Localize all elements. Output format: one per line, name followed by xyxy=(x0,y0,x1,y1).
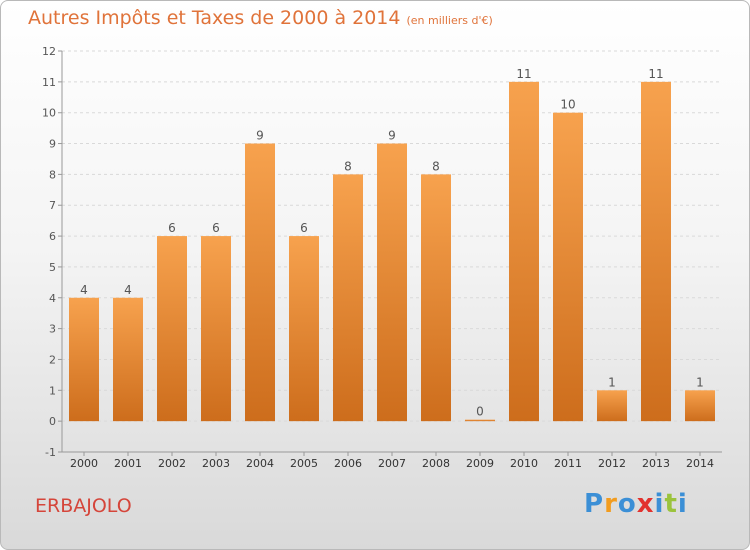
data-label: 1 xyxy=(696,375,704,389)
bar xyxy=(465,419,495,422)
y-tick-label: 11 xyxy=(42,76,56,89)
x-tick-label: 2000 xyxy=(70,457,98,470)
y-tick-label: 0 xyxy=(49,415,56,428)
bar xyxy=(421,174,451,422)
bar xyxy=(685,390,715,422)
data-label: 8 xyxy=(432,159,440,173)
bar xyxy=(201,236,231,422)
data-label: 0 xyxy=(476,405,484,419)
x-tick-label: 2005 xyxy=(290,457,318,470)
y-tick-label: 8 xyxy=(49,168,56,181)
y-tick-label: 6 xyxy=(49,230,56,243)
data-label: 10 xyxy=(560,98,575,112)
x-tick-label: 2012 xyxy=(598,457,626,470)
bar xyxy=(597,390,627,422)
data-label: 4 xyxy=(80,283,88,297)
data-label: 6 xyxy=(300,221,308,235)
x-tick-label: 2014 xyxy=(686,457,714,470)
bar xyxy=(509,81,539,422)
x-tick-label: 2007 xyxy=(378,457,406,470)
x-tick-label: 2001 xyxy=(114,457,142,470)
logo-letter: t xyxy=(664,489,678,519)
x-tick-label: 2011 xyxy=(554,457,582,470)
chart-title-block: Autres Impôts et Taxes de 2000 à 2014 (en… xyxy=(28,7,493,29)
data-label: 1 xyxy=(608,375,616,389)
bar xyxy=(289,236,319,422)
labels: -101234567891011124200042001620026200392… xyxy=(42,45,714,470)
logo-letter: x xyxy=(636,489,655,519)
logo-letter: r xyxy=(604,489,618,519)
y-tick-label: 12 xyxy=(42,45,56,58)
bar xyxy=(113,297,143,422)
bar xyxy=(333,174,363,422)
proxiti-logo[interactable]: Proxiti xyxy=(584,489,688,519)
data-label: 6 xyxy=(212,221,220,235)
x-tick-label: 2010 xyxy=(510,457,538,470)
x-tick-label: 2003 xyxy=(202,457,230,470)
bar xyxy=(553,112,583,422)
x-tick-label: 2006 xyxy=(334,457,362,470)
logo-letter: P xyxy=(584,489,605,519)
y-tick-label: 10 xyxy=(42,107,56,120)
bars xyxy=(69,81,715,422)
y-tick-label: 1 xyxy=(49,384,56,397)
data-label: 4 xyxy=(124,283,132,297)
data-label: 8 xyxy=(344,159,352,173)
logo-letter: i xyxy=(677,489,688,519)
chart-title: Autres Impôts et Taxes de 2000 à 2014 xyxy=(28,7,401,29)
bar xyxy=(641,81,671,422)
data-label: 6 xyxy=(168,221,176,235)
x-tick-label: 2013 xyxy=(642,457,670,470)
y-tick-label: 7 xyxy=(49,199,56,212)
bar xyxy=(69,297,99,422)
data-label: 11 xyxy=(516,67,531,81)
x-tick-label: 2008 xyxy=(422,457,450,470)
y-tick-label: 2 xyxy=(49,353,56,366)
chart-unit: (en milliers d'€) xyxy=(406,14,493,27)
x-tick-label: 2009 xyxy=(466,457,494,470)
y-tick-label: 3 xyxy=(49,323,56,336)
axes xyxy=(58,50,722,456)
logo-letter: i xyxy=(654,489,665,519)
data-label: 9 xyxy=(388,129,396,143)
y-tick-label: 5 xyxy=(49,261,56,274)
bar xyxy=(377,143,407,422)
commune-name: ERBAJOLO xyxy=(35,495,132,517)
y-tick-label: 4 xyxy=(49,292,56,305)
bar xyxy=(157,236,187,422)
x-tick-label: 2004 xyxy=(246,457,274,470)
logo-letter: o xyxy=(617,489,637,519)
data-label: 11 xyxy=(648,67,663,81)
x-tick-label: 2002 xyxy=(158,457,186,470)
bar xyxy=(245,143,275,422)
y-tick-label: -1 xyxy=(45,446,56,459)
data-label: 9 xyxy=(256,129,264,143)
y-tick-label: 9 xyxy=(49,138,56,151)
